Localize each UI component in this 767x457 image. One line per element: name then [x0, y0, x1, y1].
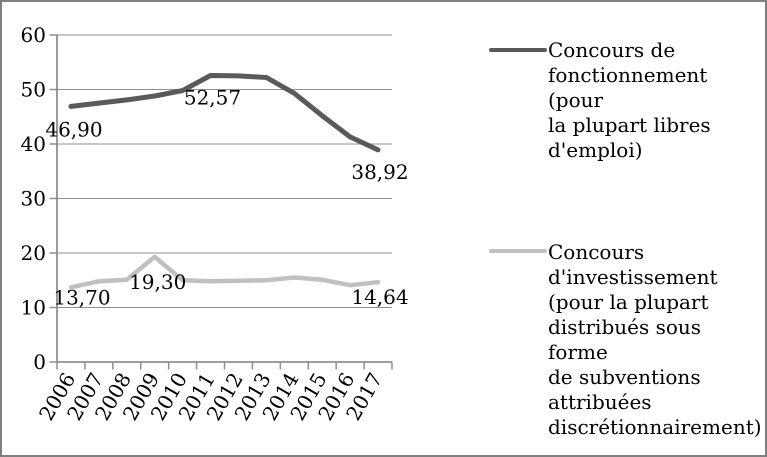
- y-tick-label: 20: [21, 241, 46, 265]
- legend-line-icon: [489, 249, 547, 253]
- y-tick-label: 0: [33, 350, 46, 374]
- data-label: 52,57: [184, 86, 241, 110]
- legend-item-investissement: Concours d'investissement (pour la plupa…: [489, 240, 765, 440]
- y-tick-label: 30: [21, 187, 46, 211]
- legend-label: Concours de fonctionnement (pour la plup…: [548, 38, 711, 162]
- legend-line-icon: [489, 48, 547, 52]
- legend-label: Concours d'investissement (pour la plupa…: [548, 240, 762, 439]
- data-label: 14,64: [351, 285, 408, 309]
- data-label: 19,30: [129, 270, 186, 294]
- y-tick-label: 60: [21, 23, 46, 47]
- data-label: 46,90: [45, 117, 102, 141]
- y-tick-label: 50: [21, 78, 46, 102]
- data-label: 38,92: [351, 160, 408, 184]
- y-tick-label: 40: [21, 132, 46, 156]
- data-label: 13,70: [53, 285, 110, 309]
- series-line-1: [68, 254, 381, 290]
- legend-item-fonctionnement: Concours de fonctionnement (pour la plup…: [489, 38, 765, 163]
- y-tick-label: 10: [21, 296, 46, 320]
- series-line-0: [68, 73, 381, 153]
